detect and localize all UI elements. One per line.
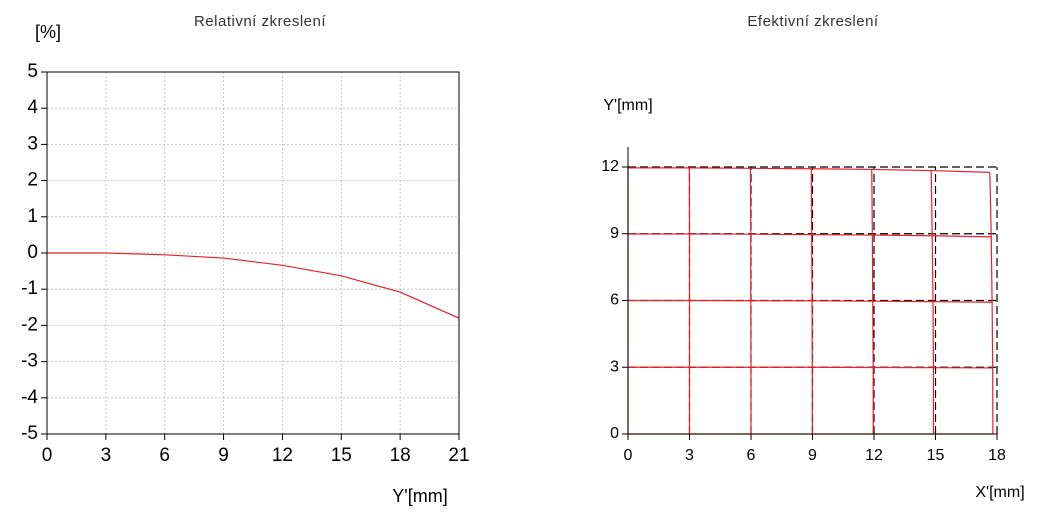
- data-line: [47, 252, 460, 319]
- distorted-grid-line: [628, 233, 992, 238]
- distorted-grid-line: [989, 172, 994, 435]
- x-tick-label: 6: [159, 445, 170, 466]
- distorted-grid-line: [810, 168, 813, 434]
- x-tick-label: 3: [685, 447, 694, 464]
- y-tick-label: 3: [610, 358, 619, 375]
- y-tick-label: 0: [27, 242, 38, 263]
- x-tick-label: 3: [101, 445, 112, 466]
- x-tick-label: 15: [927, 447, 945, 464]
- y-tick-label: -1: [21, 278, 38, 299]
- distorted-grid-line: [628, 299, 993, 303]
- chart-title: Relativní zkreslení: [194, 13, 326, 30]
- x-tick-label: 6: [747, 447, 756, 464]
- x-tick-label: 18: [988, 447, 1006, 464]
- x-tick-label: 9: [808, 447, 817, 464]
- x-axis-label: X'[mm]: [975, 484, 1024, 501]
- y-tick-label: 0: [610, 425, 619, 442]
- y-tick-label: 3: [27, 133, 38, 154]
- y-tick-label: 12: [601, 158, 619, 175]
- chart-title: Efektivní zkreslení: [747, 13, 879, 30]
- y-tick-label: 6: [610, 292, 619, 309]
- distorted-grid-line: [628, 366, 993, 369]
- x-tick-label: 12: [865, 447, 883, 464]
- y-tick-label: 5: [27, 61, 38, 82]
- y-tick-label: -2: [21, 314, 38, 335]
- plot-frame: [46, 71, 460, 435]
- y-axis-label: [%]: [35, 22, 61, 42]
- x-axis-label: Y'[mm]: [392, 486, 447, 506]
- y-axis-label: Y'[mm]: [603, 97, 652, 114]
- y-tick-label: 4: [27, 97, 38, 118]
- distorted-grid-line: [930, 170, 935, 434]
- x-tick-label: 21: [448, 445, 469, 466]
- x-tick-label: 0: [624, 447, 633, 464]
- y-tick-label: -5: [21, 423, 38, 444]
- x-tick-label: 15: [331, 445, 352, 466]
- x-tick-label: 0: [42, 445, 53, 466]
- distorted-grid-line: [871, 169, 874, 434]
- x-tick-label: 9: [218, 445, 229, 466]
- y-tick-label: 2: [27, 170, 38, 191]
- x-tick-label: 18: [390, 445, 411, 466]
- distorted-grid-line: [749, 168, 752, 434]
- y-tick-label: 1: [27, 206, 38, 227]
- y-tick-label: 9: [610, 225, 619, 242]
- y-tick-label: -3: [21, 351, 38, 372]
- x-tick-label: 12: [272, 445, 293, 466]
- y-tick-label: -4: [21, 387, 38, 408]
